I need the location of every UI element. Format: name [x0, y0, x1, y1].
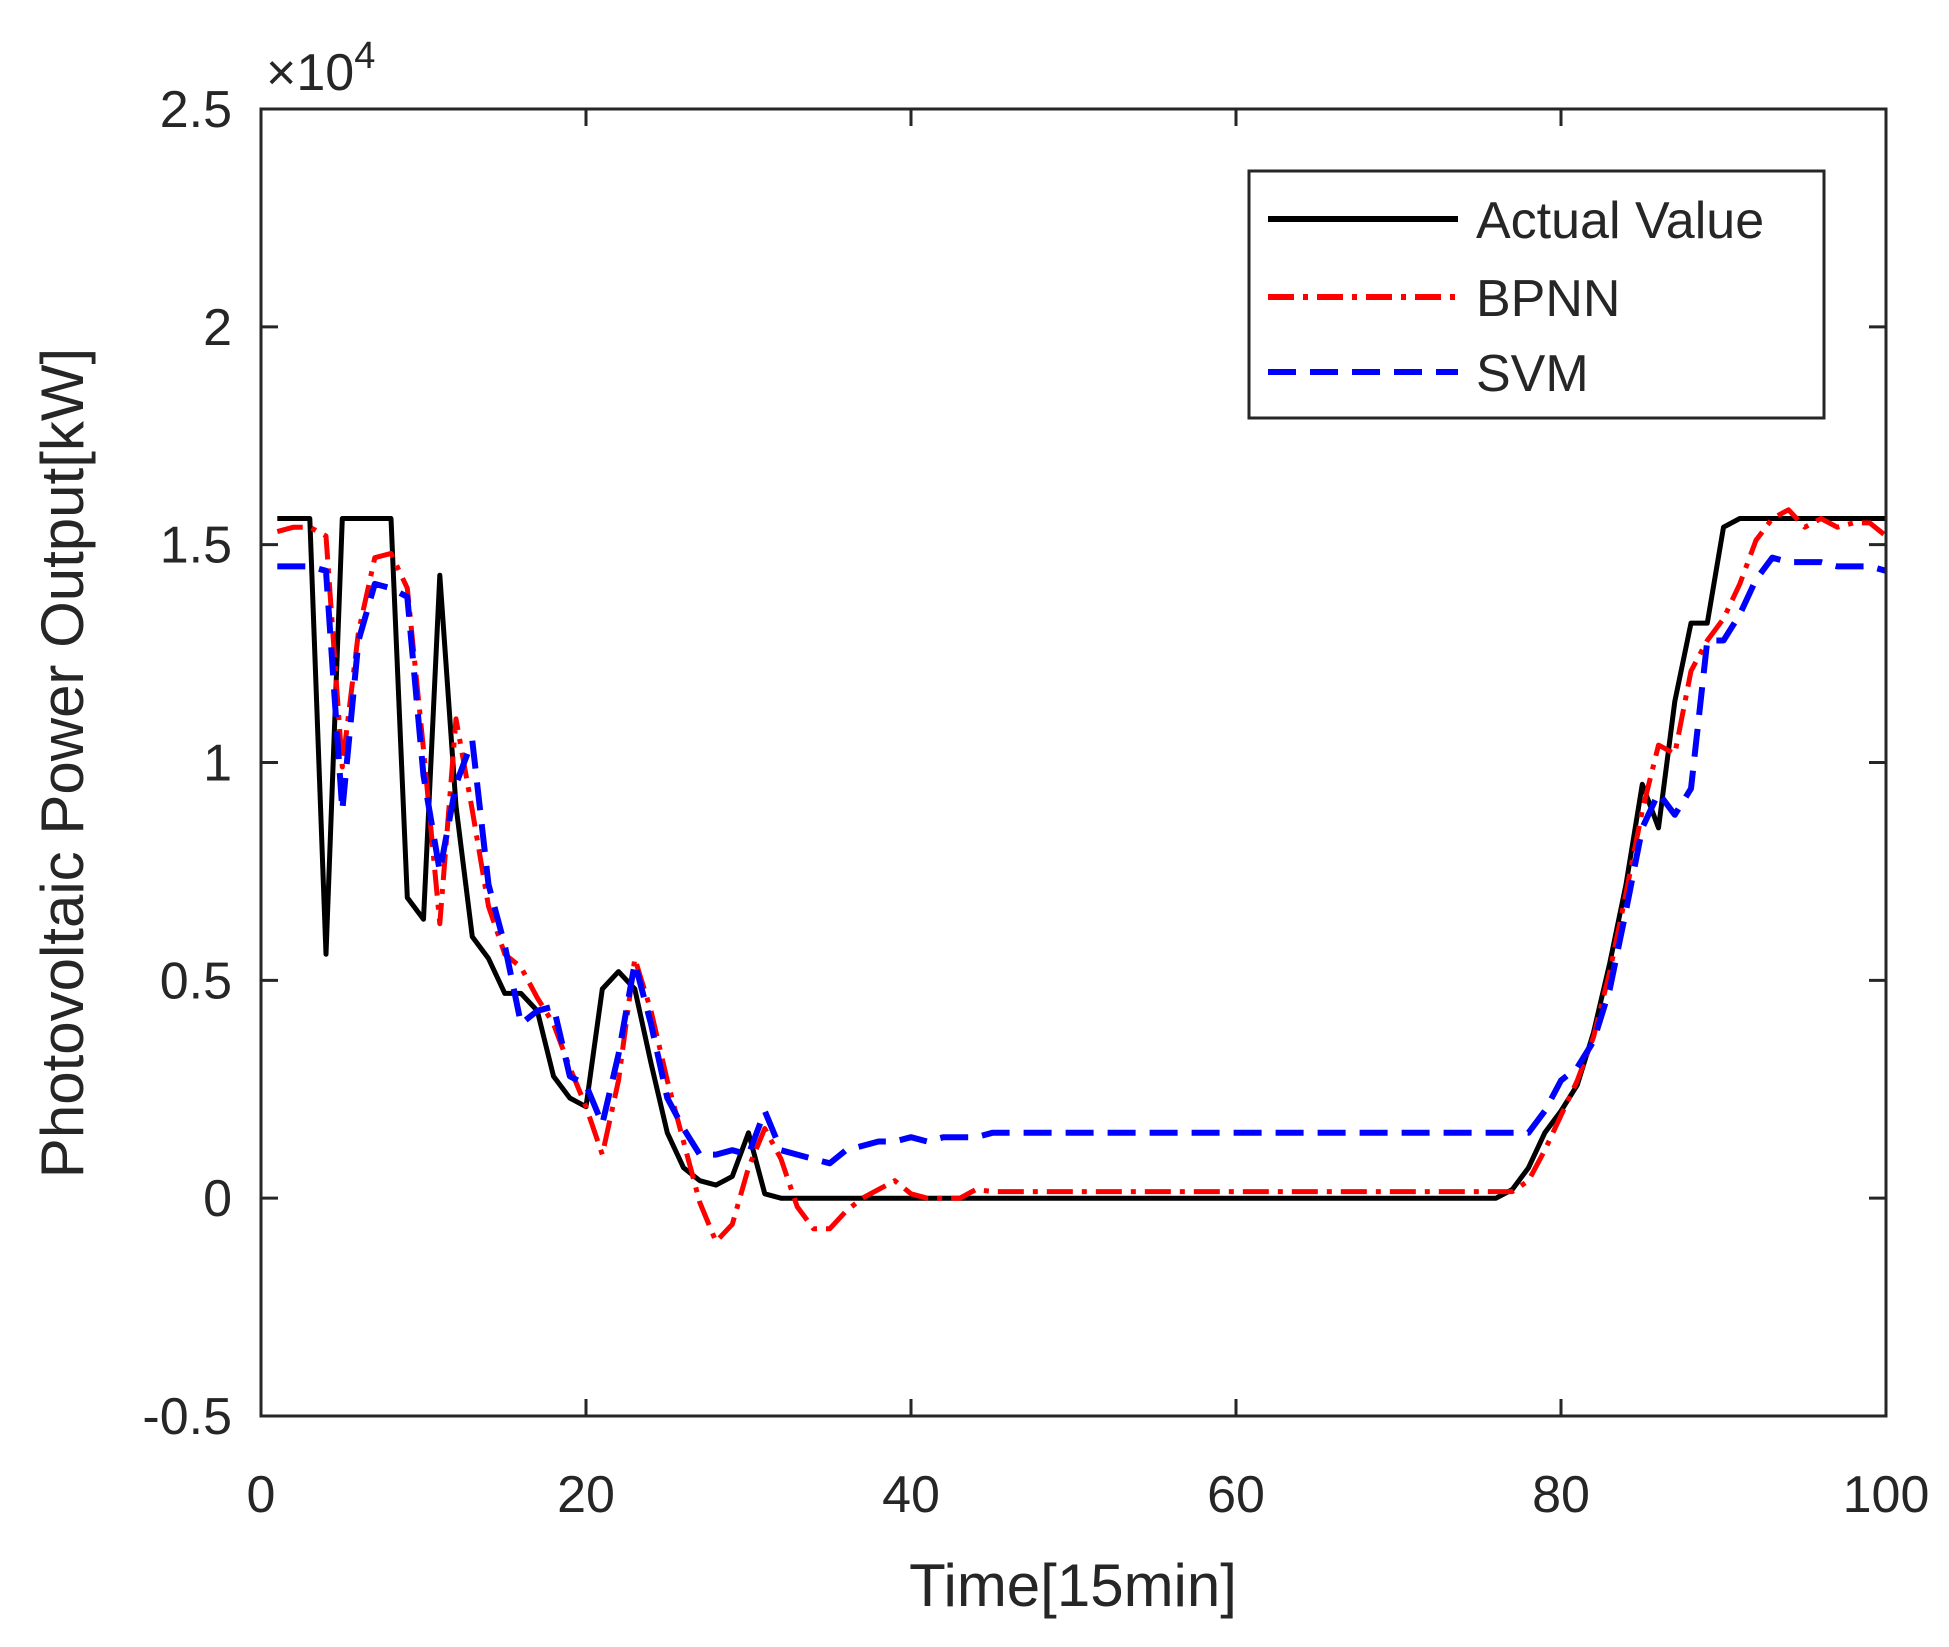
series-line-bpnn: [276, 507, 1888, 1245]
x-tick-label: 40: [882, 1466, 940, 1524]
series-layer: [276, 507, 1888, 1245]
y-tick-labels: -0.5 0 0.5 1 1.5 2 2.5: [142, 81, 232, 1446]
x-tick-label: 100: [1843, 1466, 1930, 1524]
ticks-layer: [259, 107, 1888, 1418]
y-multiplier-base: ×10: [266, 44, 354, 102]
y-multiplier: ×104: [266, 35, 375, 102]
x-tick-label: 80: [1532, 1466, 1590, 1524]
y-tick-label: 2: [203, 299, 232, 357]
legend-box: [1247, 169, 1826, 420]
legend: Actual Value BPNN SVM: [1247, 169, 1826, 420]
x-tick-labels: 0 20 40 60 80 100: [247, 1466, 1930, 1524]
x-axis-title: Time[15min]: [909, 1552, 1237, 1619]
x-tick-label: 0: [247, 1466, 276, 1524]
y-multiplier-exponent: 4: [354, 35, 375, 77]
y-tick-label: -0.5: [142, 1388, 232, 1446]
y-tick-label: 1.5: [160, 517, 232, 575]
y-tick-label: 2.5: [160, 81, 232, 139]
x-tick-label: 20: [557, 1466, 615, 1524]
legend-label-bpnn: BPNN: [1476, 270, 1620, 328]
x-tick-label: 60: [1207, 1466, 1265, 1524]
y-tick-label: 0.5: [160, 952, 232, 1010]
y-tick-label: 0: [203, 1170, 232, 1228]
legend-label-actual: Actual Value: [1476, 192, 1764, 250]
y-tick-label: 1: [203, 735, 232, 793]
y-axis-title: Photovoltaic Power Output[kW]: [29, 348, 96, 1178]
legend-label-svm: SVM: [1476, 345, 1589, 403]
series-line-svm: [277, 554, 1887, 1167]
plot-frame: [259, 107, 1888, 1418]
